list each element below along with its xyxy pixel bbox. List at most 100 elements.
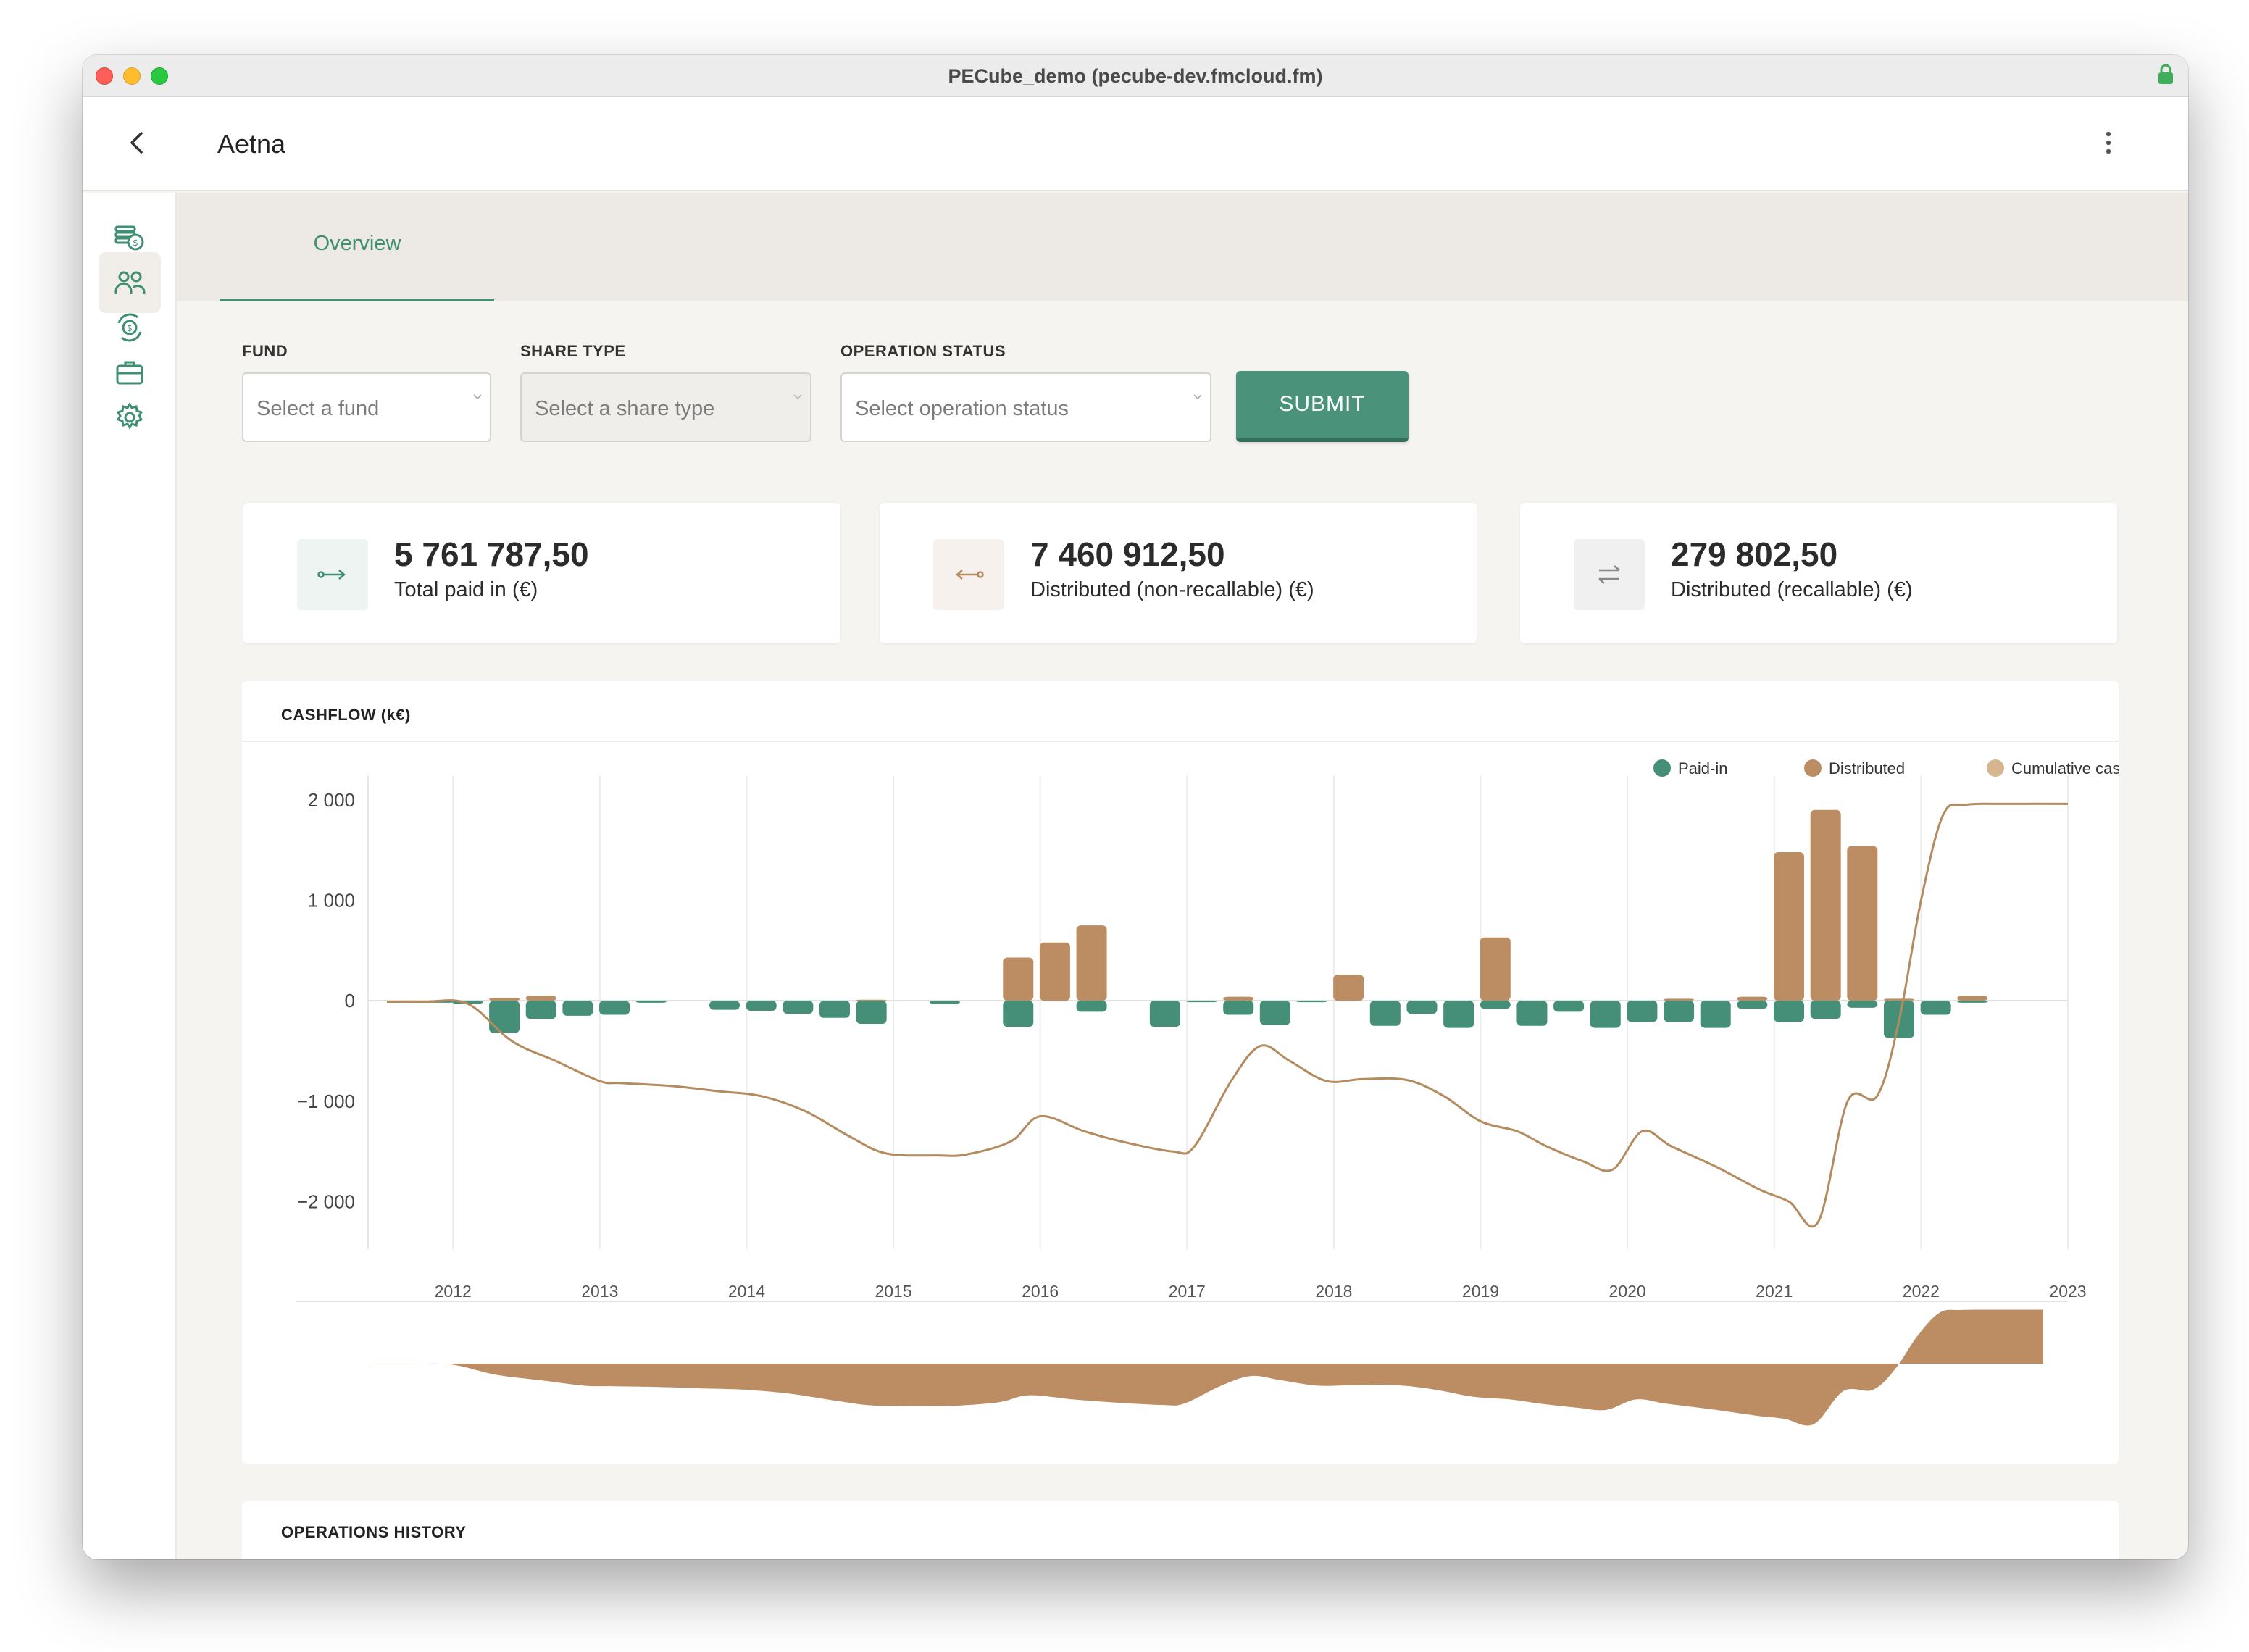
navigator-tick-label: 2021 [1751,1460,1787,1464]
stat-value-distributed-recallable: 279 802,50 [1671,535,1838,573]
distributed-bar [1664,998,1695,1001]
chevron-down-icon [1193,394,1202,400]
navigator-tick-label: 2020 [1603,1460,1640,1464]
navigator-tick-label: 2015 [862,1460,899,1464]
sidebar-item-funds[interactable]: $ [99,207,161,268]
stat-card-paid-in: 5 761 787,50 Total paid in (€) [243,503,840,643]
stat-value-paid-in: 5 761 787,50 [394,535,589,573]
distributed-bar [1333,975,1364,1001]
paid-in-bar [1627,1001,1658,1022]
submit-button[interactable]: SUBMIT [1236,371,1409,442]
arrow-left-icon [933,539,1004,610]
fund-filter-label: FUND [242,342,288,360]
paid-in-bar [1259,1001,1290,1025]
paid-in-bar [1774,1001,1805,1022]
paid-in-bar [489,1001,520,1033]
x-tick-label: 2023 [2049,1282,2086,1301]
paid-in-bar [929,1001,960,1004]
coins-icon: $ [114,225,144,251]
title-bar: PECube_demo (pecube-dev.fmcloud.fm) [83,55,2188,97]
stat-label-distributed-recallable: Distributed (recallable) (€) [1671,578,1913,601]
fund-select-placeholder: Select a fund [256,397,380,420]
money-cycle-icon: $ [117,313,142,342]
paid-in-bar [1296,1001,1327,1003]
paid-in-bar [1847,1001,1878,1008]
y-tick-label: 0 [345,990,355,1011]
paid-in-bar [856,1001,887,1025]
svg-text:$: $ [133,238,138,248]
x-tick-label: 2021 [1756,1282,1793,1301]
distributed-bar [1223,996,1254,1001]
close-window-button[interactable] [96,67,113,85]
fund-select[interactable]: Select a fund [242,372,491,442]
x-tick-label: 2014 [728,1282,765,1301]
operations-title: OPERATIONS HISTORY [281,1523,467,1541]
back-arrow-icon[interactable] [119,125,155,161]
navigator-tick-label: 2022 [1899,1460,1936,1464]
paid-in-bar [599,1001,630,1015]
tab-overview[interactable]: Overview [220,193,494,301]
paid-in-bar [1664,1001,1695,1022]
navigator-tick-label: 2017 [1159,1460,1196,1464]
legend-marker [1653,759,1671,777]
page-title: Aetna [217,129,286,159]
distributed-bar [1039,942,1070,1001]
x-tick-label: 2013 [581,1282,618,1301]
paid-in-bar [525,1001,556,1019]
window-title: PECube_demo (pecube-dev.fmcloud.fm) [948,65,1323,87]
zoom-window-button[interactable] [151,67,168,85]
sidebar-item-settings[interactable] [99,387,161,448]
users-icon [114,271,146,294]
briefcase-icon [116,361,143,385]
y-tick-label: 1 000 [308,890,355,911]
navigator-area [370,1309,2043,1426]
legend-label: Cumulative cashflow [2011,759,2119,777]
paid-in-bar [1700,1001,1731,1028]
x-tick-label: 2017 [1169,1282,1206,1301]
paid-in-bar [1590,1001,1621,1028]
paid-in-bar [1003,1001,1034,1027]
app-header: Aetna [83,97,2188,191]
paid-in-bar [1076,1001,1107,1012]
distributed-bar [1957,996,1988,1001]
tab-overview-label: Overview [313,232,401,255]
x-tick-label: 2020 [1609,1282,1646,1301]
x-tick-label: 2015 [875,1282,911,1301]
navigator-tick-label: 2018 [1306,1460,1343,1464]
stat-card-distributed-non-recallable: 7 460 912,50 Distributed (non-recallable… [880,503,1477,643]
share-type-select[interactable]: Select a share type [520,372,811,442]
paid-in-bar [709,1001,740,1010]
paid-in-bar [1553,1001,1585,1012]
paid-in-bar [1480,1001,1511,1009]
operation-status-select-placeholder: Select operation status [855,397,1069,420]
x-tick-label: 2022 [1903,1282,1940,1301]
operation-status-select[interactable]: Select operation status [840,372,1211,442]
minimize-window-button[interactable] [123,67,141,85]
sidebar-item-investors[interactable] [99,252,161,313]
tabs-bar: Overview [177,193,2188,301]
paid-in-bar [1443,1001,1474,1028]
more-vertical-icon[interactable] [2101,125,2116,161]
paid-in-bar [1957,1001,1988,1003]
tab-active-indicator [220,299,494,301]
paid-in-bar [819,1001,850,1018]
lock-icon [2158,64,2173,84]
distributed-bar [1810,809,1841,1001]
cumulative-cashflow-line [386,802,2069,1228]
paid-in-bar [746,1001,777,1011]
stat-card-distributed-recallable: 279 802,50 Distributed (recallable) (€) [1520,503,2117,643]
paid-in-bar [562,1001,593,1016]
navigator-tick-label: 2014 [714,1460,751,1464]
legend-label: Distributed [1829,759,1905,777]
sidebar-item-cashflows[interactable]: $ [99,297,161,358]
x-tick-label: 2018 [1315,1282,1352,1301]
paid-in-bar [635,1001,667,1003]
x-tick-label: 2019 [1462,1282,1499,1301]
distributed-bar [1883,998,1914,1001]
swap-arrows-icon [1574,539,1645,610]
sidebar-item-portfolio[interactable] [99,342,161,403]
cashflow-panel: CASHFLOW (k€) 2012 2013 2014 2015 2016 2017 20… [242,681,2119,1464]
paid-in-bar [1737,1001,1768,1009]
chevron-down-icon [473,394,482,400]
legend-marker [1987,759,2004,777]
